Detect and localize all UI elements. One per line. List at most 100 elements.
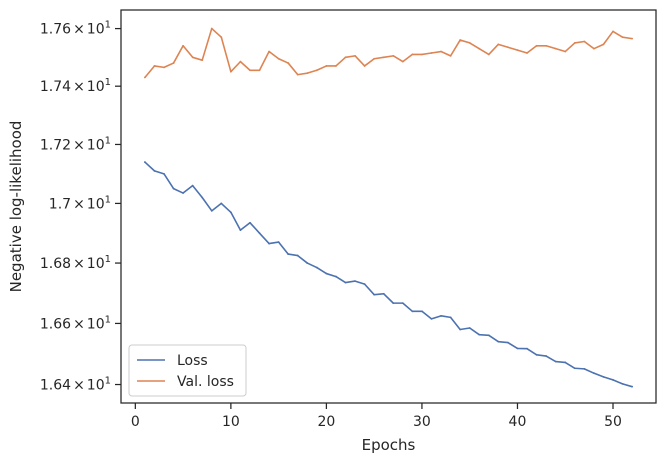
- y-tick-label: 1.74 × 101: [40, 77, 111, 95]
- data-point: [487, 334, 490, 337]
- data-point: [421, 310, 423, 313]
- data-point: [201, 59, 204, 62]
- data-point: [621, 36, 624, 39]
- data-point: [478, 47, 481, 50]
- data-point: [153, 170, 156, 172]
- x-tick-label: 10: [222, 414, 240, 430]
- data-point: [554, 47, 557, 50]
- y-tick-label: 1.72 × 101: [40, 135, 111, 153]
- data-point: [421, 53, 423, 56]
- data-point: [449, 54, 452, 57]
- data-point: [249, 69, 251, 72]
- data-point: [545, 355, 548, 357]
- data-point: [631, 37, 634, 40]
- data-point: [401, 302, 404, 305]
- data-point: [287, 253, 290, 255]
- data-point: [354, 54, 356, 57]
- data-point: [239, 229, 242, 232]
- data-point: [593, 47, 595, 50]
- data-point: [411, 53, 414, 56]
- data-point: [239, 60, 242, 63]
- data-point: [516, 347, 519, 350]
- plot-frame: [120, 9, 657, 404]
- data-point: [526, 347, 528, 350]
- data-point: [325, 272, 328, 275]
- series-layer: [143, 27, 634, 388]
- data-point: [440, 50, 442, 53]
- y-tick-label: 1.64 × 101: [40, 376, 111, 394]
- data-point: [344, 281, 347, 284]
- data-point: [153, 65, 156, 67]
- y-tick-label: 1.68 × 101: [40, 254, 111, 272]
- data-point: [459, 328, 462, 331]
- data-point: [306, 72, 309, 75]
- data-point: [315, 266, 318, 269]
- data-point: [163, 172, 165, 175]
- y-tick-label: 1.7 × 101: [49, 194, 111, 212]
- data-point: [163, 66, 165, 69]
- data-point: [449, 316, 452, 319]
- data-point: [220, 36, 223, 39]
- data-point: [497, 340, 500, 343]
- data-point: [583, 40, 586, 43]
- data-point: [564, 50, 567, 53]
- data-point: [459, 39, 462, 41]
- data-point: [363, 65, 366, 67]
- x-tick-label: 30: [413, 414, 431, 430]
- legend-label-val-loss: Val. loss: [177, 374, 234, 390]
- legend: Loss Val. loss: [128, 344, 247, 397]
- data-point: [296, 254, 299, 257]
- data-point: [621, 383, 624, 385]
- data-point: [172, 62, 175, 64]
- data-point: [172, 187, 175, 190]
- data-point: [382, 292, 385, 295]
- data-point: [191, 56, 194, 59]
- data-point: [401, 60, 404, 63]
- y-tick-label: 1.76 × 101: [40, 20, 111, 38]
- data-point: [593, 372, 595, 375]
- data-point: [354, 280, 356, 282]
- data-point: [182, 192, 184, 194]
- data-point: [516, 49, 519, 52]
- data-point: [583, 367, 586, 370]
- data-point: [554, 360, 557, 363]
- data-point: [535, 44, 538, 47]
- data-point: [602, 375, 605, 378]
- x-tick-label: 0: [131, 414, 140, 430]
- y-tick-label: 1.66 × 101: [40, 314, 111, 332]
- data-point: [182, 44, 184, 47]
- data-point: [191, 184, 194, 187]
- data-point: [573, 367, 576, 370]
- data-point: [287, 62, 290, 64]
- data-point: [268, 242, 270, 245]
- data-point: [325, 65, 328, 67]
- data-point: [344, 56, 347, 59]
- data-point: [210, 209, 213, 212]
- data-point: [631, 385, 634, 388]
- data-point: [335, 65, 337, 67]
- x-tick-label: 20: [317, 414, 335, 430]
- data-point: [440, 314, 442, 317]
- series-line-val-loss: [144, 27, 633, 79]
- data-point: [277, 241, 280, 244]
- y-axis-label: Negative log-likelihood: [7, 121, 25, 293]
- data-point: [258, 69, 261, 72]
- data-point: [143, 76, 146, 79]
- data-point: [363, 283, 366, 286]
- data-point: [430, 317, 433, 320]
- data-point: [602, 43, 605, 46]
- data-point: [268, 50, 270, 53]
- data-point: [373, 57, 376, 60]
- data-point: [258, 232, 261, 235]
- data-point: [315, 69, 318, 72]
- data-point: [392, 302, 395, 305]
- data-point: [573, 42, 576, 44]
- data-point: [545, 44, 548, 47]
- data-point: [373, 293, 376, 296]
- data-point: [468, 42, 471, 44]
- data-point: [497, 43, 500, 46]
- data-point: [478, 333, 481, 336]
- x-axis-ticks: 0 10 20 30 40 50: [131, 403, 622, 430]
- data-point: [612, 379, 614, 381]
- data-point: [468, 327, 471, 329]
